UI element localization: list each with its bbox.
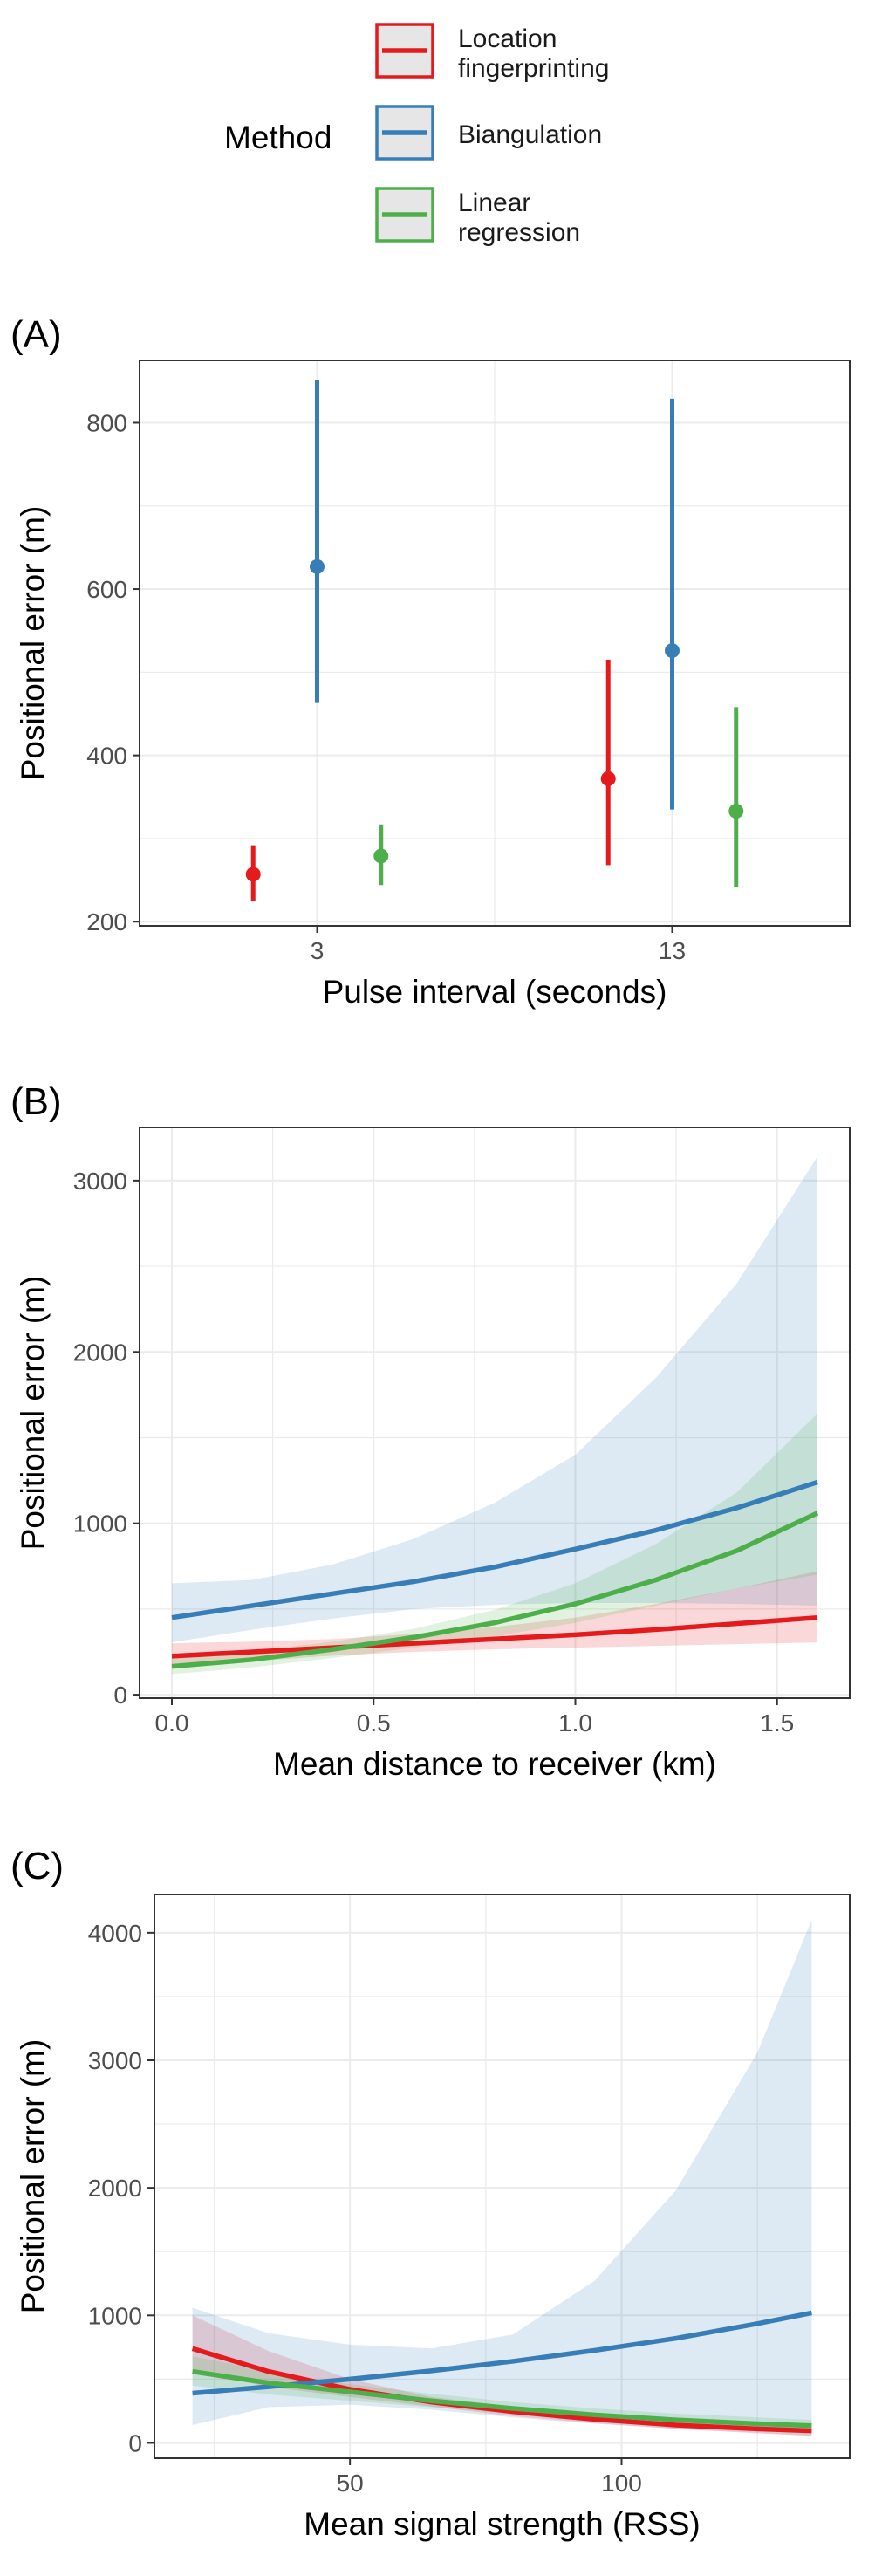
point-location-fingerprinting [245,867,261,882]
gridlines [140,1127,850,1698]
x-axis-title: Pulse interval (seconds) [323,974,667,1010]
confidence-band-biangulation [172,1156,817,1643]
x-tick-label: 1.5 [760,1709,794,1737]
confidence-band-location-fingerprinting [172,1571,817,1668]
y-tick-label: 2000 [88,2175,142,2202]
x-tick-label: 13 [659,937,686,964]
y-tick-label: 400 [86,743,127,770]
legend-label-line: Biangulation [458,120,602,149]
x-tick-label: 0.5 [357,1709,391,1737]
y-tick-label: 200 [86,908,127,935]
point-location-fingerprinting [600,771,616,786]
y-tick-label: 1000 [88,2302,142,2329]
y-tick-label: 3000 [73,1168,127,1195]
data-layer [191,1920,812,2436]
point-linear-regression [728,803,744,819]
x-tick-label: 100 [601,2470,642,2497]
legend-label: Location fingerprinting [458,24,609,83]
panel-border [154,1894,851,2459]
y-axis-title: Positional error (m) [15,1276,51,1551]
y-tick-label: 2000 [73,1339,127,1366]
x-tick-label: 50 [337,2470,364,2497]
legend-label: Linear regression [458,188,580,247]
x-axis-title: Mean signal strength (RSS) [304,2506,700,2542]
confidence-band-biangulation [192,1920,812,2436]
chart-panels: 200 400 600 800 3 13 Pulse interval (seconds) P… [10,313,851,2542]
y-tick-label: 4000 [88,1920,142,1947]
y-tick-label: 600 [86,576,127,603]
panel-border [139,1127,851,1699]
legend-label: Biangulation [458,120,602,149]
series-line-location-fingerprinting [171,1614,818,1659]
legend-label-line: fingerprinting [458,54,609,83]
legend-title: Method [224,120,332,155]
x-tick-label: 3 [311,937,325,964]
legend: Method Location fingerprinting Biangulation… [224,23,609,247]
y-tick-label: 0 [128,2429,142,2456]
series-line-biangulation [171,1479,818,1620]
legend-label-line: regression [458,218,580,247]
chart-panel-c: 0 1000 2000 3000 4000 50 100 Mean signal streng… [10,1845,851,2542]
point-biangulation [310,558,325,574]
x-tick-label: 1.0 [558,1709,592,1737]
series-line-linear-regression [171,1511,819,1669]
chart-panel-a: 200 400 600 800 3 13 Pulse interval (seconds) P… [10,313,851,1010]
y-tick-label: 3000 [88,2047,142,2074]
y-axis-title: Positional error (m) [15,2039,51,2314]
panel-border [139,360,851,927]
data-layer [171,1156,819,1675]
data-layer [245,380,744,901]
panel-label: (A) [10,313,62,356]
y-tick-label: 0 [113,1682,127,1709]
chart-panel-b: 0 1000 2000 3000 0.0 0.5 1.0 1.5 Mean distance t… [10,1080,851,1782]
point-linear-regression [373,848,389,864]
x-tick-label: 0.0 [155,1709,189,1737]
y-tick-label: 800 [86,409,127,436]
series-line-linear-regression [192,2368,812,2429]
panel-label: (B) [10,1080,62,1123]
panel-label: (C) [10,1845,64,1887]
x-axis-title: Mean distance to receiver (km) [273,1746,716,1782]
y-axis-title: Positional error (m) [15,506,51,781]
point-biangulation [665,643,680,659]
series-line-location-fingerprinting [191,2346,812,2434]
legend-label-line: Location [458,24,557,53]
legend-label-line: Linear [458,188,530,217]
y-tick-label: 1000 [73,1511,127,1538]
